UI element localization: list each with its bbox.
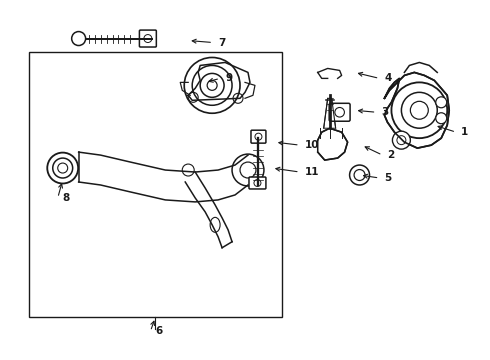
Text: 2: 2 xyxy=(388,150,395,160)
Polygon shape xyxy=(385,72,449,148)
FancyBboxPatch shape xyxy=(251,130,266,143)
Text: 5: 5 xyxy=(385,173,392,183)
Text: 10: 10 xyxy=(305,140,319,150)
Text: 9: 9 xyxy=(225,73,232,84)
Circle shape xyxy=(436,113,447,124)
Circle shape xyxy=(401,92,437,128)
Text: 4: 4 xyxy=(385,73,392,84)
FancyBboxPatch shape xyxy=(140,30,156,47)
Bar xyxy=(29,53,282,318)
Polygon shape xyxy=(318,128,347,160)
FancyBboxPatch shape xyxy=(249,177,266,189)
Text: 3: 3 xyxy=(382,107,389,117)
Text: 6: 6 xyxy=(155,327,163,336)
Circle shape xyxy=(436,97,447,108)
Circle shape xyxy=(392,82,447,138)
Circle shape xyxy=(392,131,410,149)
Text: 8: 8 xyxy=(63,193,70,203)
Polygon shape xyxy=(324,98,336,128)
Circle shape xyxy=(410,101,428,119)
Text: 11: 11 xyxy=(305,167,319,177)
Text: 1: 1 xyxy=(461,127,468,137)
FancyBboxPatch shape xyxy=(329,103,350,121)
Text: 7: 7 xyxy=(218,37,225,48)
